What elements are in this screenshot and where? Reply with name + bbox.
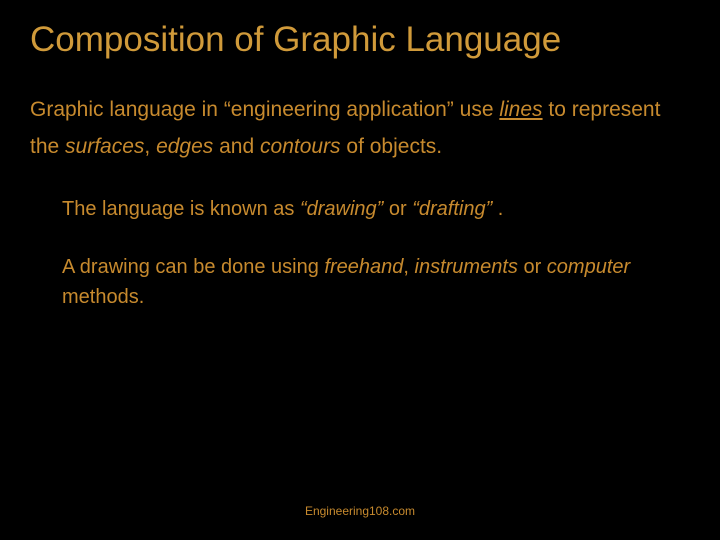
p1-t4: , [144,135,156,158]
p3-t2: , [403,256,414,278]
p1-edges: edges [156,135,213,158]
p1-surfaces: surfaces [65,135,144,158]
p1-t6: of objects. [341,135,443,158]
p1-t2: use [454,98,500,121]
p1-t1: Graphic language in [30,98,224,121]
p1-lines: lines [499,98,542,121]
p1-quote: “engineering application” [224,98,454,121]
paragraph-1: Graphic language in “engineering applica… [30,92,690,166]
p3-t4: methods. [62,286,144,308]
p1-contours: contours [260,135,341,158]
slide-container: Composition of Graphic Language Graphic … [0,0,720,540]
p3-freehand: freehand [324,256,403,278]
p2-t2: or [383,198,412,220]
p2-q1: “drawing” [300,198,383,220]
p3-t1: A drawing can be done using [62,256,324,278]
footer-text: Engineering108.com [0,504,720,518]
p1-t5: and [213,135,260,158]
slide-title: Composition of Graphic Language [30,20,690,60]
p3-t3: or [518,256,547,278]
paragraph-2: The language is known as “drawing” or “d… [62,194,690,224]
p2-t3: . [492,198,503,220]
p3-computer: computer [547,256,630,278]
p2-t1: The language is known as [62,198,300,220]
paragraph-3: A drawing can be done using freehand, in… [62,252,690,312]
p3-instruments: instruments [415,256,518,278]
p2-q2: “drafting” [412,198,492,220]
